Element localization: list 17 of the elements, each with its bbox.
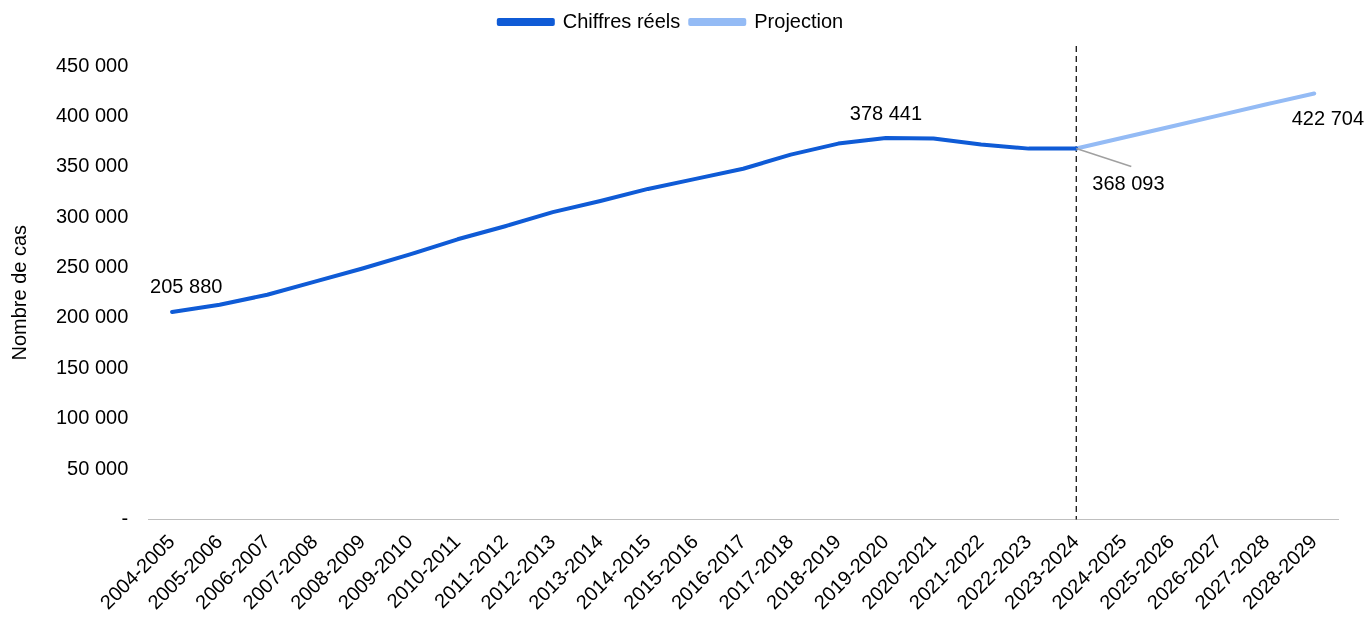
- y-tick-label: 300 000: [56, 204, 129, 227]
- data-label: 378 441: [849, 101, 923, 124]
- y-tick-label: 400 000: [56, 103, 129, 126]
- data-label: 205 880: [150, 275, 223, 298]
- y-tick-label: 250 000: [56, 255, 129, 278]
- y-tick-label: 200 000: [56, 305, 129, 328]
- y-tick-label: 100 000: [56, 406, 129, 429]
- y-tick-label: 50 000: [67, 456, 129, 479]
- y-tick-label: 350 000: [56, 154, 129, 177]
- y-tick-label: 450 000: [56, 53, 129, 76]
- y-tick-label: -: [121, 506, 129, 529]
- data-label: 368 093: [1092, 172, 1165, 195]
- y-axis-title: Nombre de cas: [7, 224, 30, 361]
- legend-label: Chiffres réels: [562, 9, 681, 32]
- y-tick-label: 150 000: [56, 355, 129, 378]
- legend-label: Projection: [754, 9, 844, 32]
- data-label: 422 704: [1291, 107, 1364, 130]
